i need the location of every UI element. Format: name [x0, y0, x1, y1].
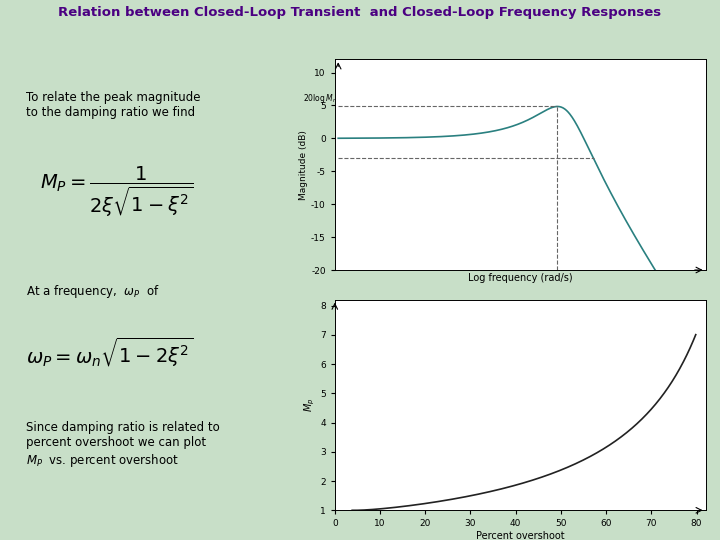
X-axis label: Percent overshoot: Percent overshoot: [476, 531, 564, 540]
Text: $20\log M_r$: $20\log M_r$: [303, 91, 336, 105]
Text: To relate the peak magnitude
to the damping ratio we find: To relate the peak magnitude to the damp…: [27, 91, 201, 119]
Text: Relation between Closed-Loop Transient  and Closed-Loop Frequency Responses: Relation between Closed-Loop Transient a…: [58, 6, 662, 19]
Y-axis label: Magnitude (dB): Magnitude (dB): [300, 130, 308, 200]
Text: $\omega_P = \omega_n\sqrt{1-2\xi^2}$: $\omega_P = \omega_n\sqrt{1-2\xi^2}$: [27, 336, 194, 369]
Text: $M_P = \dfrac{1}{2\xi\sqrt{1-\xi^2}}$: $M_P = \dfrac{1}{2\xi\sqrt{1-\xi^2}}$: [40, 165, 193, 219]
Text: At a frequency,  $\omega_P$  of: At a frequency, $\omega_P$ of: [27, 284, 161, 300]
Y-axis label: $M_p$: $M_p$: [303, 398, 318, 412]
Text: Since damping ratio is related to
percent overshoot we can plot
$M_P$  vs. perce: Since damping ratio is related to percen…: [27, 421, 220, 469]
X-axis label: Log frequency (rad/s): Log frequency (rad/s): [468, 273, 572, 283]
